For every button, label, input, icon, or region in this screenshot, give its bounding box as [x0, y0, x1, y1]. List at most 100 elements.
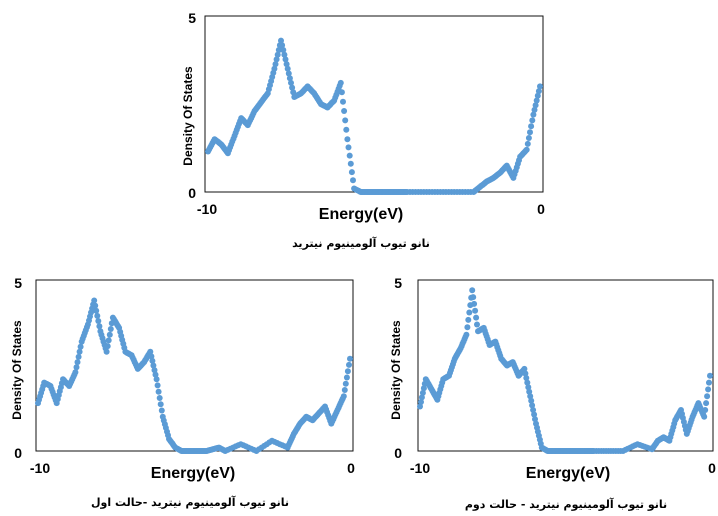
curve-dot	[96, 323, 103, 330]
plot-frame	[204, 15, 544, 193]
curve-dot	[526, 388, 533, 395]
curve-dot	[534, 92, 541, 99]
curve-dot	[341, 108, 348, 114]
curve-dot	[342, 380, 349, 387]
curve-dot	[274, 51, 281, 58]
curve-dot	[279, 42, 286, 49]
curve-dot	[150, 362, 157, 369]
curve-dot	[73, 364, 80, 371]
y-tick-min: 0	[394, 445, 402, 461]
data-point	[344, 136, 351, 143]
data-point	[537, 83, 543, 90]
curve-dot	[346, 361, 352, 368]
curve-dot	[531, 106, 538, 113]
curve-dot	[158, 407, 165, 414]
y-tick-min: 0	[14, 445, 22, 461]
curve-dot	[77, 343, 84, 350]
data-point	[527, 393, 534, 400]
curve-dot	[74, 359, 81, 366]
curve-dot	[340, 98, 346, 105]
y-tick-min: 0	[188, 185, 196, 201]
x-tick-max: 0	[708, 460, 716, 476]
curve-dot	[343, 126, 350, 133]
y-axis-label: Density Of States	[10, 320, 24, 420]
chart-caption: نانو تیوب آلومینیوم نیترید -حالت اول	[91, 495, 289, 509]
curve-dot	[346, 152, 353, 159]
x-tick-min: -10	[30, 460, 50, 476]
curve-dot	[418, 394, 425, 401]
data-series	[417, 287, 713, 454]
curve-dot	[535, 88, 542, 95]
data-point	[153, 376, 160, 383]
curve-dot	[289, 84, 296, 91]
curve-dot	[530, 407, 537, 413]
curve-dot	[105, 337, 112, 344]
curve-dot	[94, 312, 101, 319]
data-point	[521, 365, 528, 372]
x-tick-max: 0	[537, 201, 545, 217]
curve-dot	[470, 294, 477, 301]
curve-dot	[528, 397, 535, 404]
curve-dot	[106, 331, 113, 338]
curve-dot	[465, 316, 472, 323]
y-tick-max: 5	[14, 275, 22, 291]
y-tick-max: 5	[188, 10, 196, 26]
curve-dot	[348, 169, 355, 176]
x-tick-min: -10	[410, 460, 430, 476]
curve-dot	[343, 374, 350, 381]
data-point	[284, 65, 291, 72]
chart-bottom-left: 5 0 -10 0 Energy(eV) Density Of States ن…	[10, 275, 355, 509]
curve-dot	[288, 79, 294, 86]
curve-dot	[280, 47, 287, 53]
data-point	[103, 348, 110, 355]
data-point	[271, 65, 278, 72]
curve-dot	[95, 318, 102, 324]
curve-dot	[104, 343, 111, 350]
curve-dot	[473, 314, 480, 321]
data-point	[147, 348, 154, 355]
data-point	[340, 393, 347, 400]
curve-dot	[529, 402, 536, 409]
x-tick-max: 0	[347, 460, 355, 476]
curve-dot	[533, 97, 540, 104]
curve-dot	[282, 56, 289, 63]
curve-dot	[528, 123, 535, 130]
curve-dot	[155, 388, 162, 395]
curve-dot	[342, 117, 349, 124]
curve-dot	[93, 307, 100, 314]
curve-dot	[703, 400, 710, 407]
curve-dot	[522, 370, 529, 377]
curve-dot	[154, 382, 161, 389]
curve-dot	[338, 89, 345, 96]
curve-dot	[281, 51, 288, 58]
plot-frame	[35, 279, 354, 452]
y-axis-label: Density Of States	[389, 320, 403, 420]
curve-dot	[531, 411, 538, 418]
data-point	[337, 79, 344, 86]
x-axis-label: Energy(eV)	[526, 465, 610, 482]
chart-caption: نانو تیوب آلومینیوم نیترید - حالت دوم	[465, 497, 667, 511]
curve-dot	[704, 393, 711, 400]
curve-dot	[285, 70, 292, 77]
curve-dot	[152, 371, 159, 378]
curve-dot	[149, 357, 156, 364]
data-point	[463, 331, 470, 338]
data-series	[35, 297, 353, 454]
data-point	[91, 297, 98, 304]
data-series	[205, 37, 543, 195]
curve-dot	[474, 321, 480, 328]
curve-dot	[702, 407, 709, 413]
curve-dot	[350, 177, 356, 184]
curve-dot	[706, 379, 712, 386]
curve-dot	[527, 129, 533, 136]
curve-dot	[464, 324, 471, 331]
curve-dot	[283, 61, 290, 68]
curve-dot	[466, 309, 473, 316]
curve-dot	[524, 140, 531, 147]
curve-dot	[75, 353, 82, 360]
chart-caption: نانو تیوب آلومینیوم نیترید	[292, 236, 430, 250]
curve-dot	[347, 160, 354, 167]
data-point	[530, 111, 537, 118]
x-tick-min: -10	[197, 201, 217, 217]
